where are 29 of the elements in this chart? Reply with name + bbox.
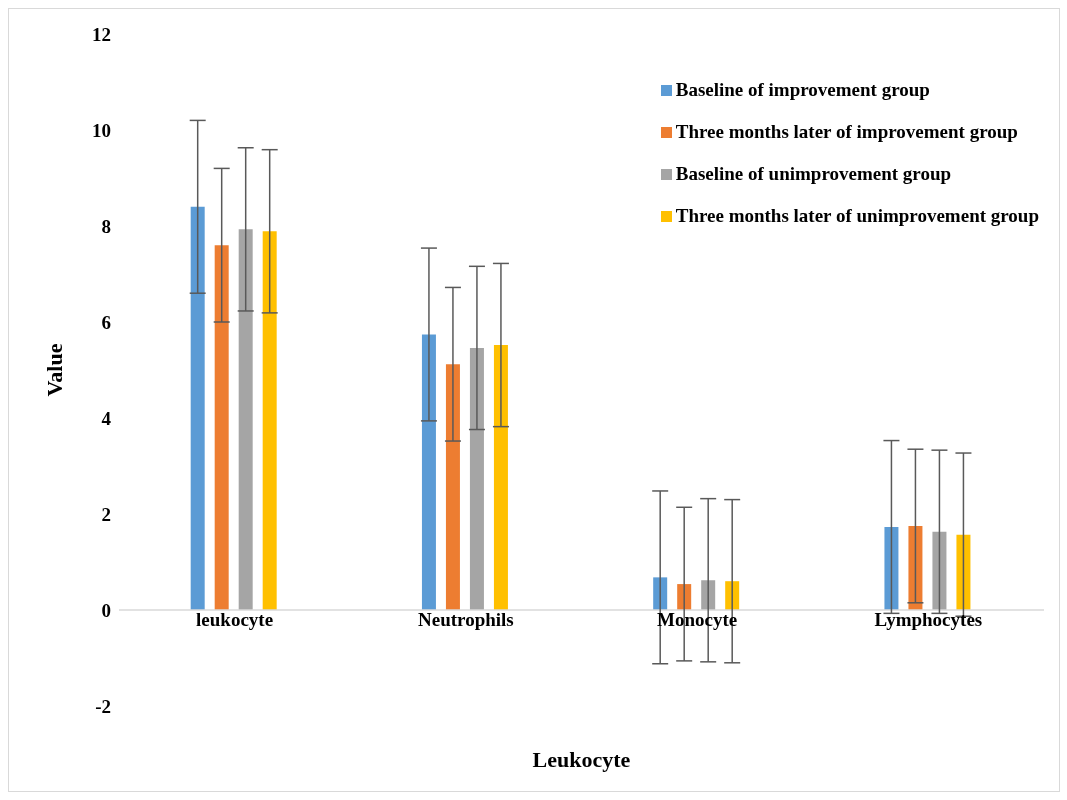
x-axis-title: Leukocyte (532, 746, 631, 772)
y-tick-label: 8 (101, 215, 111, 237)
y-tick-label: 10 (92, 119, 111, 141)
x-tick-label: Lymphocytes (874, 609, 983, 630)
y-tick-label: 0 (101, 599, 111, 621)
bar (262, 231, 277, 610)
y-tick-label: 2 (101, 503, 111, 525)
bar (908, 526, 923, 610)
legend-label: Baseline of improvement group (675, 79, 930, 101)
legend-label: Three months later of improvement group (675, 121, 1018, 143)
y-axis-title: Value (41, 343, 67, 397)
bar (190, 206, 205, 610)
y-tick-label: 6 (101, 311, 111, 333)
x-tick-label: leukocyte (196, 609, 274, 630)
x-tick-label: Neutrophils (418, 609, 514, 630)
y-tick-label: -2 (95, 695, 111, 717)
bar (956, 534, 971, 610)
bar (884, 526, 899, 610)
y-tick-label: 4 (101, 407, 112, 429)
bar (421, 334, 436, 610)
y-tick-label: 12 (92, 23, 111, 45)
bar (214, 245, 229, 610)
bar (469, 347, 484, 610)
bar (493, 345, 508, 610)
legend-label: Baseline of unimprovement group (675, 163, 952, 185)
legend-label: Three months later of unimprovement group (675, 205, 1039, 227)
bar (238, 229, 253, 610)
bar (445, 364, 460, 610)
bar (932, 531, 947, 610)
